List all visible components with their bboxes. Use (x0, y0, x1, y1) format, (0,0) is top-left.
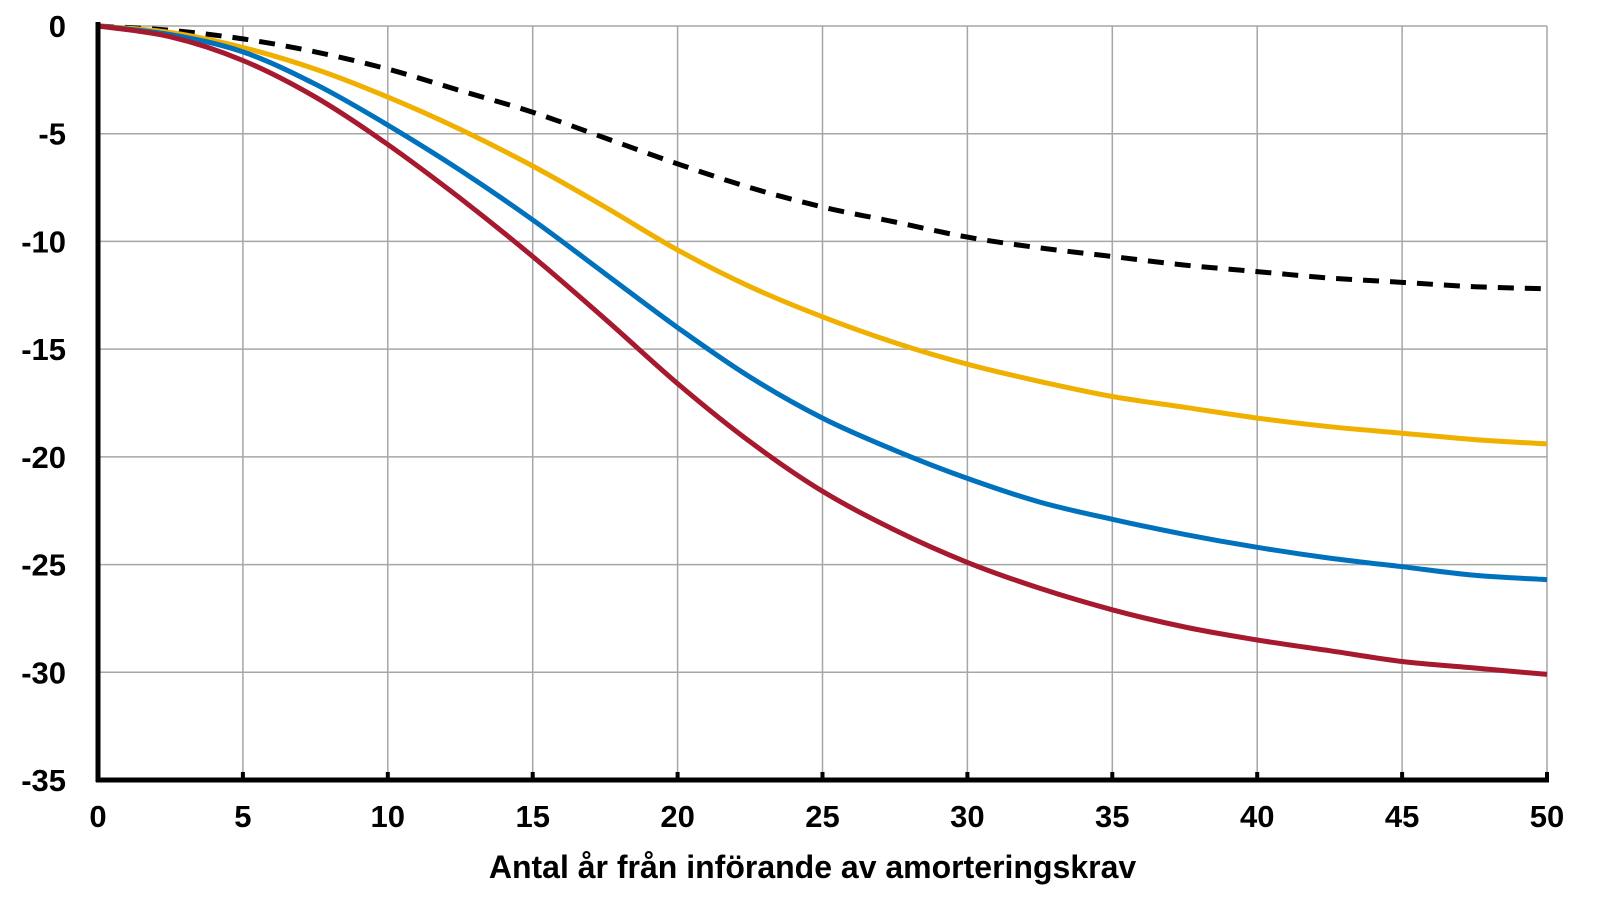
x-tick-label: 20 (660, 799, 694, 834)
x-tick-label: 0 (89, 799, 106, 834)
x-tick-label: 10 (371, 799, 405, 834)
y-tick-label: -20 (21, 440, 66, 475)
x-tick-label: 25 (805, 799, 839, 834)
x-tick-label: 35 (1095, 799, 1129, 834)
y-tick-label: -25 (21, 548, 66, 583)
x-tick-label: 40 (1240, 799, 1274, 834)
x-tick-label: 30 (950, 799, 984, 834)
y-tick-label: -10 (21, 224, 66, 259)
y-tick-label: -30 (21, 655, 66, 690)
y-tick-label: 0 (49, 9, 66, 44)
y-tick-label: -5 (38, 117, 66, 152)
y-tick-labels: 0 -5 -10 -15 -20 -25 -30 -35 (21, 9, 66, 798)
x-tick-labels: 0 5 10 15 20 25 30 35 40 45 50 (89, 799, 1564, 834)
grid-lines (98, 26, 1547, 780)
x-axis-title: Antal år från införande av amorteringskr… (489, 849, 1137, 885)
x-tick-label: 15 (515, 799, 549, 834)
y-tick-label: -35 (21, 763, 66, 798)
x-tick-label: 45 (1385, 799, 1419, 834)
y-tick-label: -15 (21, 332, 66, 367)
x-tick-label: 5 (234, 799, 251, 834)
x-tick-label: 50 (1530, 799, 1564, 834)
